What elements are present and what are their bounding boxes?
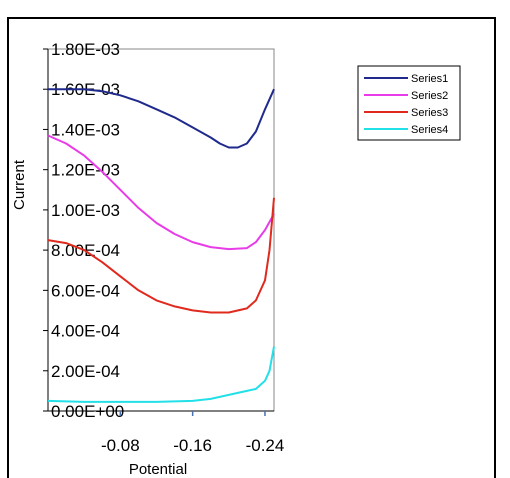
series-line-3 bbox=[47, 197, 275, 314]
y-axis-label: Current bbox=[11, 159, 28, 210]
plot-area bbox=[47, 48, 275, 412]
legend: Series1 Series2 Series3 Series4 bbox=[357, 65, 461, 141]
series-line-2 bbox=[47, 134, 275, 251]
x-tick-label: -0.08 bbox=[101, 436, 140, 455]
legend-label: Series1 bbox=[411, 73, 448, 85]
y-tick-label: 4.00E-04 bbox=[51, 322, 120, 341]
series-line-1 bbox=[48, 88, 275, 149]
x-tick-label: -0.24 bbox=[246, 436, 285, 455]
legend-label: Series4 bbox=[411, 124, 448, 136]
y-tick-label: 2.00E-04 bbox=[51, 362, 120, 381]
y-tick-label: 1.40E-03 bbox=[51, 120, 120, 139]
x-axis-label: Potential bbox=[129, 461, 187, 478]
y-tick-label: 6.00E-04 bbox=[51, 281, 120, 300]
x-tick-label: -0.16 bbox=[173, 436, 212, 455]
y-tick-label: 1.20E-03 bbox=[51, 161, 120, 180]
y-axis: 0.00E+002.00E-044.00E-046.00E-048.00E-04… bbox=[43, 40, 124, 421]
y-tick-label: 1.00E-03 bbox=[51, 201, 120, 220]
x-axis: -0.08 -0.16 -0.24 bbox=[48, 410, 285, 455]
legend-label: Series2 bbox=[411, 90, 448, 102]
series-line-4 bbox=[47, 346, 275, 403]
y-tick-label: 1.80E-03 bbox=[51, 40, 120, 59]
legend-label: Series3 bbox=[411, 107, 448, 119]
series-layer bbox=[47, 88, 275, 403]
